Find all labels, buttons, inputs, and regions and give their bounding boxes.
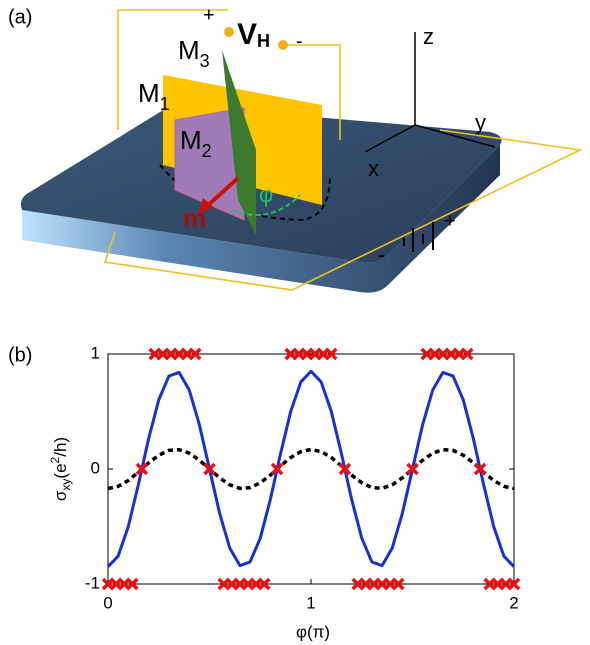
m1-sub: 1 [160,94,170,114]
y-tick-label: 0 [91,458,100,477]
y-tick-label: -1 [85,573,100,592]
panel-label: (a) [8,6,32,28]
phi-label: φ [259,182,273,207]
y-label-close: /h) [51,437,70,457]
figure: (a) + VH - M3 M1 M2 m φ z y x - + [0,0,590,645]
m3-label: M3 [178,35,210,71]
y-label: y [475,110,486,135]
y-label-main: σ [51,490,70,501]
plot-frame [108,354,514,584]
m2-sub: 2 [202,141,212,161]
m-label: m [183,203,206,233]
minus-bottom-label: - [378,242,385,267]
y-axis-label: σxy(e2/h) [48,437,73,501]
x-label: x [368,156,379,181]
y-tick-label: 1 [91,343,100,362]
terminal [224,27,234,37]
y-label-open: (e [51,463,70,478]
solid-curve [108,371,514,567]
vh-label: VH [237,18,270,51]
m3-text: M [178,35,200,65]
v-sub: H [257,31,270,51]
plus-label: + [203,4,215,26]
terminal [278,40,288,50]
device-diagram: (a) + VH - M3 M1 M2 m φ z y x - + [8,4,580,292]
z-label: z [423,24,434,49]
m2-text: M [180,125,202,155]
v-text: V [237,18,257,51]
x-tick-label: 2 [509,593,518,612]
plus-bottom-label: + [444,210,456,232]
m3-sub: 3 [200,51,210,71]
minus-label: - [296,30,303,52]
dashed-curve [108,449,514,488]
x-tick-label: 1 [306,593,315,612]
panel-label: (b) [8,344,32,366]
m1-text: M [138,78,160,108]
y-label-sub: xy [59,479,73,491]
x-axis-label: φ(π) [296,622,330,641]
x-tick-label: 0 [103,593,112,612]
